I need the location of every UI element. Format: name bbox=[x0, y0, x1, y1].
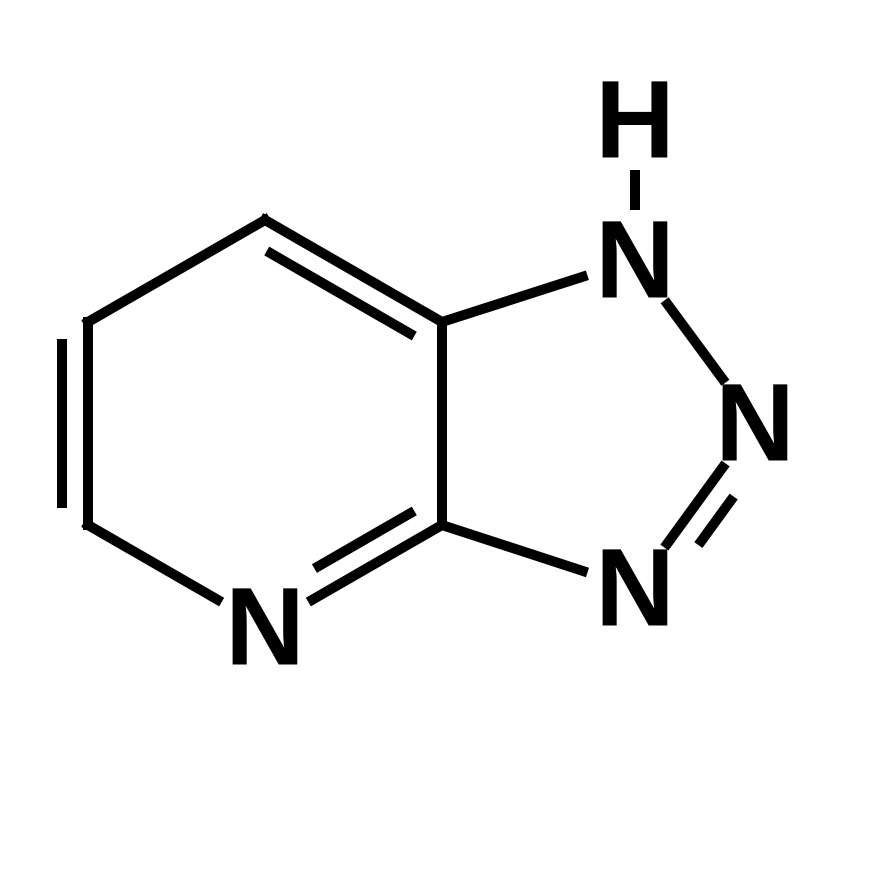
atom-label-n4: N bbox=[225, 566, 304, 689]
atom-label-n1: N bbox=[595, 199, 674, 322]
atom-label-n2: N bbox=[715, 362, 794, 485]
molecule-diagram: NNNNH bbox=[0, 0, 890, 890]
atom-label-n3: N bbox=[595, 527, 674, 650]
atom-label-h1: H bbox=[595, 59, 674, 182]
